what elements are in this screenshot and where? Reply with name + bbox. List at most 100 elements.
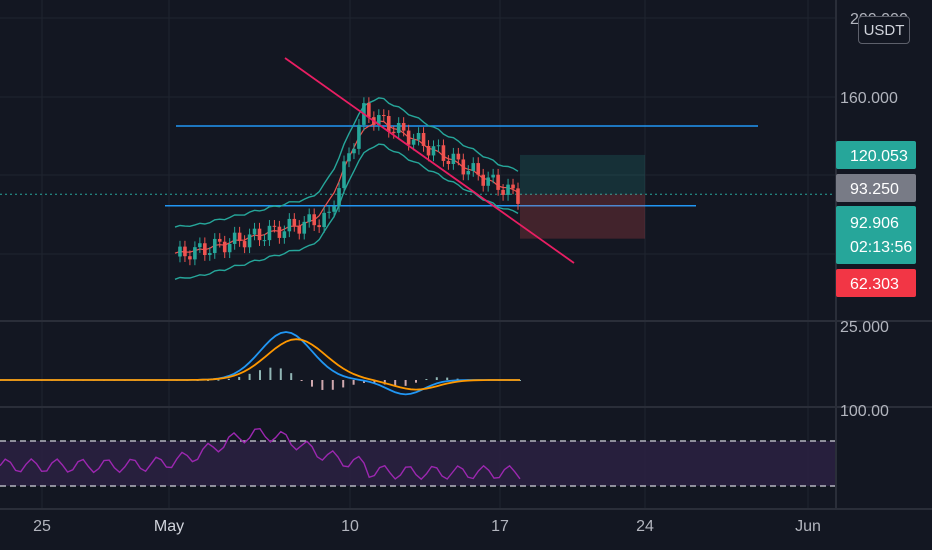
candle-body: [282, 231, 287, 238]
badge-stop-bg: [836, 269, 916, 297]
candle-body: [247, 234, 252, 248]
candle-body: [322, 212, 326, 228]
candle-body: [401, 122, 406, 131]
candle-body: [486, 177, 490, 186]
candle-body: [506, 184, 510, 195]
candle-body: [352, 148, 356, 154]
rsi-line: [0, 427, 521, 481]
badge-high: 93.250: [850, 181, 899, 198]
macd-histogram-bar: [300, 380, 303, 381]
candle-body: [491, 174, 495, 178]
candle-body: [461, 159, 466, 175]
macd-histogram-bar: [415, 380, 417, 383]
candle-body: [198, 243, 202, 248]
candle-body: [496, 174, 500, 190]
macd-histogram-bar: [394, 380, 397, 387]
badge-stop: 62.303: [850, 276, 899, 293]
bollinger-upper: [174, 97, 519, 228]
macd-histogram-bar: [238, 376, 241, 380]
candle-body: [367, 103, 371, 118]
time-axis[interactable]: 25 May 10 17 24 Jun: [33, 518, 821, 535]
macd-histogram-bar: [290, 373, 293, 380]
badge-target-bg: [836, 141, 916, 169]
candle-body: [416, 132, 421, 140]
trend-line[interactable]: [284, 57, 575, 264]
candle-body: [292, 218, 297, 226]
candle-body: [386, 115, 391, 132]
candle-body: [501, 189, 505, 195]
candle-body: [431, 146, 436, 156]
candle-body: [252, 228, 257, 235]
candle-body: [237, 232, 242, 242]
badge-high-bg: [836, 174, 916, 202]
candle-body: [406, 130, 411, 145]
position-tool[interactable]: [520, 154, 645, 239]
candle-body: [347, 153, 351, 162]
rsi-pane: [0, 427, 521, 481]
candle-body: [332, 206, 336, 212]
currency-button[interactable]: USDT: [858, 16, 910, 44]
bollinger-basis: [174, 120, 519, 254]
candle-body: [257, 228, 262, 241]
time-label-17: 17: [491, 518, 509, 535]
macd-histogram-bar: [373, 380, 376, 383]
candle-body: [511, 184, 515, 189]
pane-dividers[interactable]: [0, 0, 932, 510]
candle-body: [188, 256, 192, 260]
candle-body: [312, 214, 316, 226]
candle-body: [227, 243, 232, 253]
candle-body: [302, 221, 307, 234]
price-axis[interactable]: 200.000 160.000 25.000 100.00: [840, 11, 908, 420]
candle-body: [267, 225, 272, 241]
candles: [178, 97, 520, 266]
candle-body: [476, 163, 481, 175]
candle-body: [456, 153, 461, 160]
candle-body: [212, 238, 217, 254]
candle-body: [307, 214, 312, 222]
candle-body: [297, 225, 302, 234]
price-badges: 120.053 93.250 92.906 02:13:56 62.303: [836, 141, 916, 297]
candle-body: [317, 225, 321, 228]
macd-histogram-bar: [352, 380, 355, 385]
candle-body: [203, 243, 207, 256]
horizontal-levels: [0, 125, 836, 207]
candle-body: [193, 247, 197, 260]
macd-histogram-bar: [248, 373, 251, 380]
candle-body: [471, 163, 476, 171]
candle-body: [411, 139, 416, 145]
candle-body: [436, 145, 441, 147]
macd-pane: [0, 331, 521, 396]
candle-body: [466, 170, 471, 175]
time-label-24: 24: [636, 518, 654, 535]
candle-body: [377, 115, 381, 125]
badge-target: 120.053: [850, 148, 908, 165]
candle-body: [481, 174, 486, 186]
candle-body: [272, 225, 277, 227]
time-label-10: 10: [341, 518, 359, 535]
macd-signal-line: [0, 338, 520, 391]
macd-histogram-bar: [311, 380, 313, 387]
candle-body: [516, 188, 520, 204]
candle-body: [217, 238, 222, 242]
price-label-rsi: 100.00: [840, 403, 889, 420]
macd-histogram-bar: [404, 380, 407, 386]
macd-histogram-bar: [456, 378, 459, 380]
candle-body: [396, 122, 401, 133]
candle-body: [421, 132, 426, 146]
candle-body: [451, 153, 456, 164]
macd-histogram-bar: [259, 370, 261, 380]
rsi-zone-fill: [0, 441, 836, 486]
macd-histogram-bar: [425, 379, 428, 381]
candle-body: [446, 160, 451, 164]
macd-histogram-bar: [227, 378, 230, 380]
macd-histogram-bar: [269, 367, 272, 380]
candle-body: [357, 124, 361, 149]
rsi-band-zone: [0, 440, 836, 487]
macd-histogram-bar: [321, 380, 324, 390]
macd-histogram-bar: [331, 380, 334, 390]
position-loss-zone: [520, 194, 645, 239]
candle-body: [262, 240, 267, 242]
candle-body: [342, 161, 346, 189]
bollinger-lower: [174, 143, 519, 280]
